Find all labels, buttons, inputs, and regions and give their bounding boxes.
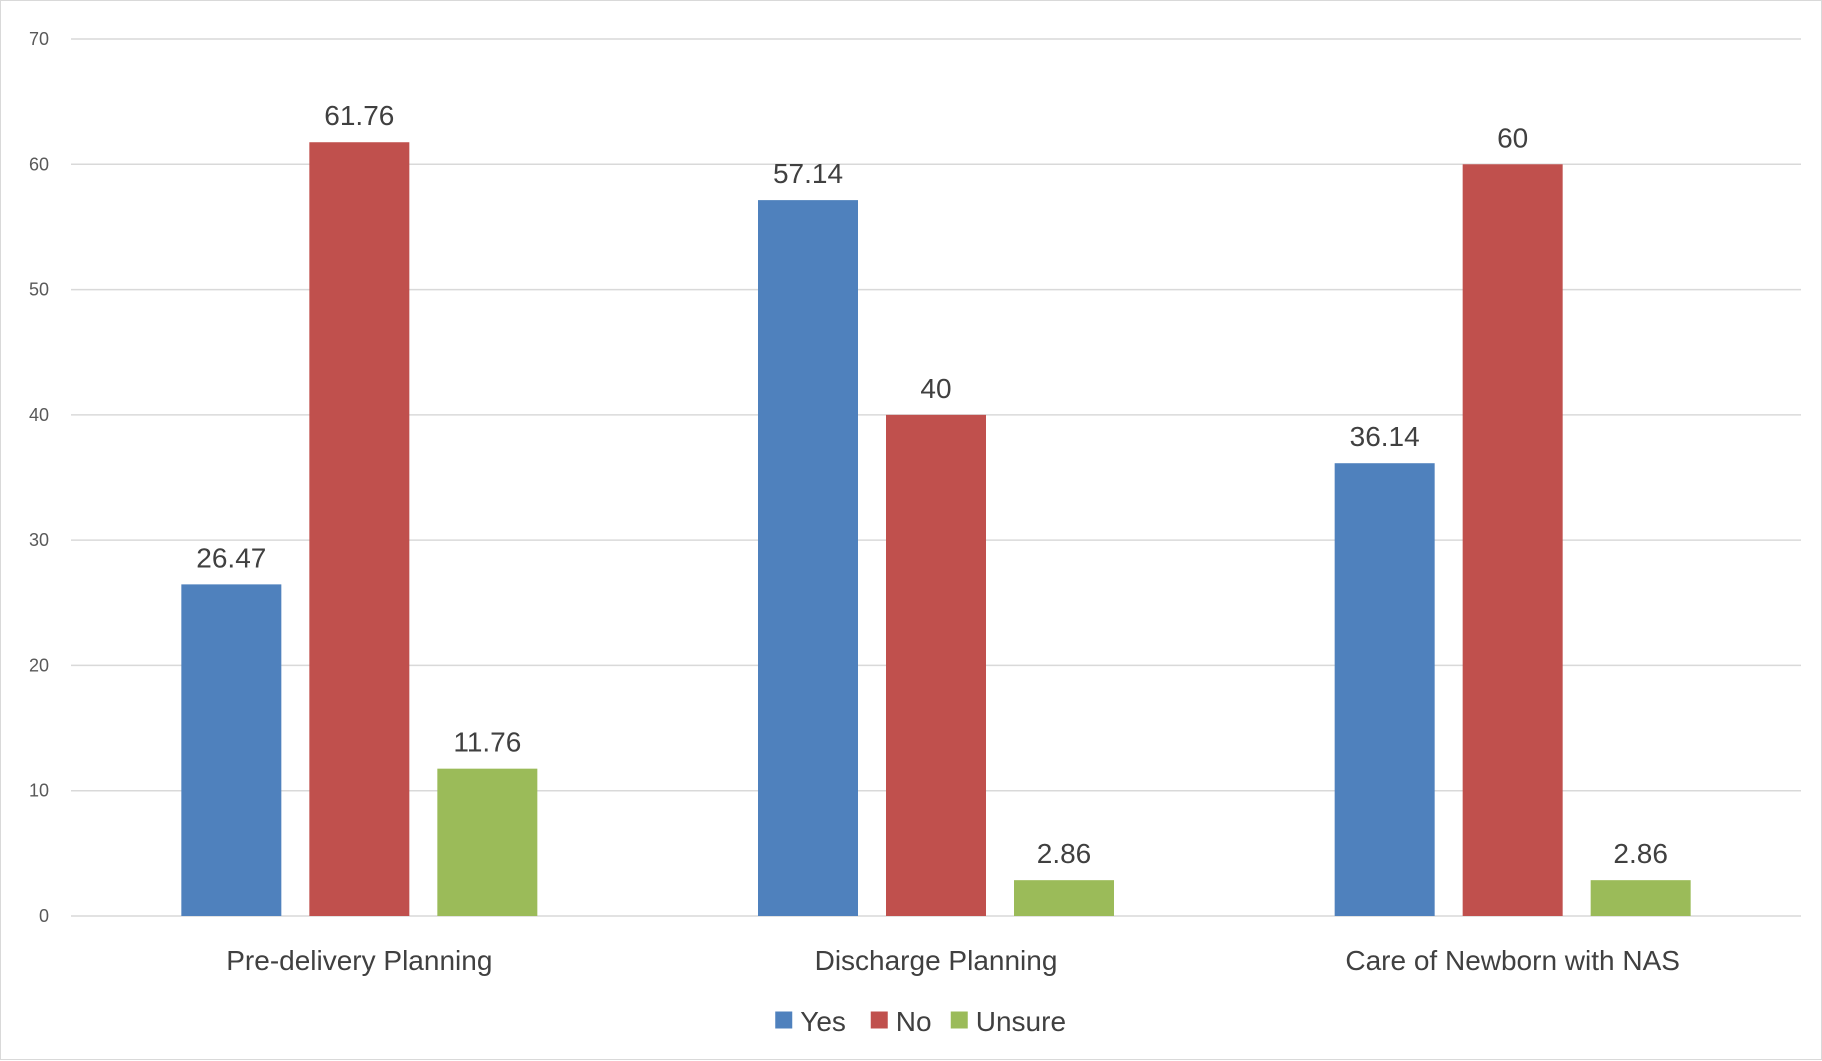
category-axis-labels: Pre-delivery Planning Discharge Planning C… [226,945,1680,976]
data-label: 61.76 [324,100,394,131]
data-label: 60 [1497,122,1528,153]
legend: Yes No Unsure [775,1006,1066,1037]
bar-yes-2 [1334,463,1435,916]
y-tick-label: 10 [29,781,49,801]
bar-yes-1 [758,200,858,916]
data-label: 11.76 [453,727,521,758]
y-tick-label: 30 [29,530,49,550]
legend-swatch-unsure [950,1011,968,1029]
y-axis-tick-labels: 0 10 20 30 40 50 60 70 [29,29,49,926]
bar-unsure-0 [437,768,538,916]
data-label: 57.14 [773,158,843,189]
category-label: Discharge Planning [815,945,1058,976]
bars [181,142,1691,917]
data-label: 2.86 [1037,838,1092,869]
data-label: 26.47 [196,542,266,573]
data-label: 36.14 [1350,421,1420,452]
bar-no-2 [1462,164,1563,917]
legend-label-unsure: Unsure [976,1006,1066,1037]
bar-yes-0 [181,584,282,916]
data-label: 40 [920,373,951,404]
bar-unsure-1 [1014,880,1114,916]
y-tick-label: 0 [39,906,49,926]
bar-unsure-2 [1590,880,1691,916]
bar-no-1 [886,414,986,916]
data-labels: 26.47 61.76 11.76 57.14 40 2.86 36.14 60 2.86 [196,100,1668,869]
y-tick-label: 70 [29,29,49,49]
y-tick-label: 20 [29,655,49,675]
y-tick-label: 40 [29,405,49,425]
legend-swatch-yes [775,1011,793,1029]
y-tick-label: 50 [29,280,49,300]
data-label: 2.86 [1613,838,1668,869]
legend-swatch-no [870,1011,888,1029]
y-tick-label: 60 [29,154,49,174]
category-label: Pre-delivery Planning [226,945,492,976]
category-label: Care of Newborn with NAS [1345,945,1680,976]
legend-label-yes: Yes [800,1006,846,1037]
legend-label-no: No [896,1006,932,1037]
bar-no-0 [309,142,410,917]
